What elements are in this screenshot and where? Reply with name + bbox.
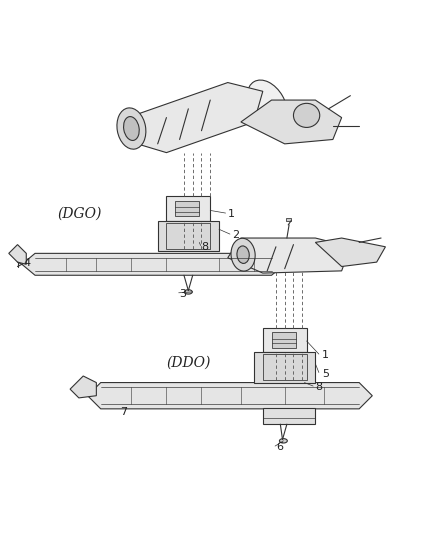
Polygon shape <box>315 238 385 266</box>
Ellipse shape <box>184 290 192 294</box>
Text: (DDO): (DDO) <box>166 356 211 370</box>
Bar <box>272 332 296 348</box>
Polygon shape <box>123 83 263 152</box>
Text: 8: 8 <box>315 382 322 392</box>
Text: 3: 3 <box>180 289 187 298</box>
Text: 5: 5 <box>322 369 329 379</box>
Ellipse shape <box>231 238 255 271</box>
Polygon shape <box>70 376 96 398</box>
Text: 7: 7 <box>120 407 127 417</box>
Polygon shape <box>88 383 372 409</box>
Ellipse shape <box>247 80 287 129</box>
Text: 2: 2 <box>232 230 239 240</box>
Text: 1: 1 <box>228 209 235 219</box>
Bar <box>263 408 315 424</box>
Polygon shape <box>241 100 342 144</box>
Ellipse shape <box>279 439 287 443</box>
Bar <box>263 328 307 352</box>
Bar <box>166 197 210 221</box>
Ellipse shape <box>293 103 320 127</box>
Text: 4: 4 <box>24 258 31 268</box>
Text: 6: 6 <box>276 442 283 452</box>
Ellipse shape <box>237 246 249 263</box>
Text: (DGO): (DGO) <box>57 207 101 221</box>
Bar <box>254 352 315 383</box>
Polygon shape <box>228 238 350 273</box>
Polygon shape <box>22 253 285 275</box>
Bar <box>166 223 210 249</box>
Text: 8: 8 <box>201 242 208 252</box>
Polygon shape <box>9 245 26 264</box>
Ellipse shape <box>117 108 146 149</box>
Text: 1: 1 <box>322 350 329 360</box>
Bar <box>286 218 291 221</box>
Ellipse shape <box>124 117 139 141</box>
Bar <box>263 354 307 381</box>
Bar <box>158 221 219 251</box>
Bar <box>175 201 199 216</box>
